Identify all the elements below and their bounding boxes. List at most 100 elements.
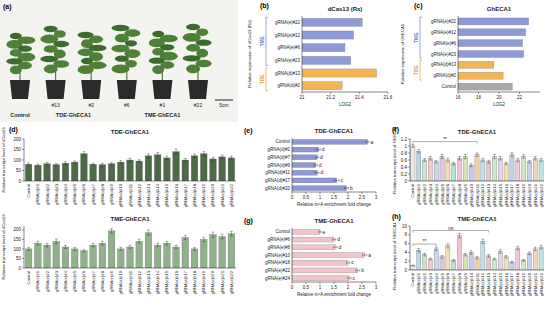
error-bar (476, 153, 479, 157)
y-tick (408, 270, 410, 271)
y-tick-label: gRNA(e)#23 (275, 58, 301, 63)
significance-label: ** (423, 238, 427, 244)
x-tick-label: gRNA(e)#5 (440, 272, 445, 294)
bar (210, 159, 217, 181)
x-tick (320, 282, 321, 284)
x-tick-label: gRNA(d)#20 (210, 183, 215, 207)
x-tick-label: 16 (455, 95, 461, 100)
y-tick-label: 10 (402, 224, 408, 229)
y-tick-label: gRNA(e)#22 (275, 20, 301, 25)
x-tick-label: 21.6 (384, 95, 393, 100)
x-tick-label: gRNA(d)#1 (35, 183, 40, 205)
y-tick (408, 181, 410, 182)
x-tick-label: gRNA(d)#13 (146, 183, 151, 207)
bar (504, 164, 508, 182)
photo: #13#2#6#1#22ControlTDE-GhECA1TME-GhECA15… (0, 0, 238, 122)
bar (452, 260, 456, 270)
panel-label: (d) (9, 126, 18, 134)
error-bar (119, 247, 122, 250)
x-tick-label: 1.5 (331, 195, 338, 200)
pot (81, 80, 101, 99)
bar (411, 146, 415, 181)
group-bracket (266, 17, 268, 65)
error-bar (528, 252, 531, 255)
error-bar (73, 161, 76, 164)
x-tick-label: gRNA(d)#4 (63, 183, 68, 205)
x-tick-label: 1 (319, 285, 322, 290)
marks (25, 149, 234, 181)
x-tick-label: 3 (375, 195, 378, 200)
bar (434, 249, 438, 270)
bar (527, 162, 531, 181)
y-tick (408, 226, 410, 227)
bar (200, 154, 207, 181)
significance-letter: c (351, 259, 354, 265)
bar (446, 246, 450, 270)
y-tick (408, 146, 410, 147)
chart-title: GhECA1 (487, 6, 512, 12)
x-tick-label: gRNA(d)#2 (422, 183, 427, 205)
error-bar (534, 157, 537, 161)
bar (292, 178, 337, 183)
y-tick-label: gRNA(e)#18 (265, 260, 291, 265)
y-tick (22, 258, 24, 259)
error-bar (540, 158, 543, 162)
x-axis (410, 270, 544, 271)
panel-label: (e) (244, 127, 253, 135)
error-bar (101, 163, 104, 166)
significance-bracket (413, 244, 436, 246)
error-bar (511, 261, 514, 263)
x-tick-label: 21.2 (326, 95, 335, 100)
plant-id: #1 (160, 102, 166, 108)
y-tick (408, 174, 410, 175)
x-tick-label: gRNA(e)#17 (509, 272, 514, 296)
y-tick-label: gRNA(e)#6 (277, 45, 300, 50)
error-bar (212, 157, 215, 160)
bar (127, 247, 134, 268)
bar (81, 154, 88, 181)
y-axis-label: Relative transcript level of GhECA1 (392, 126, 397, 194)
x-tick-label: gRNA(e)#9 (463, 272, 468, 294)
error-bar (423, 253, 426, 256)
bar (452, 164, 456, 182)
y-axis (24, 226, 25, 268)
bar (458, 40, 523, 47)
bar (117, 249, 124, 268)
y-tick-label: gRNA(e)#10 (265, 253, 291, 258)
error-bar (441, 154, 444, 158)
x-tick-label: gRNA(e)#4 (434, 272, 439, 294)
error-bar (522, 155, 525, 159)
y-tick-label: gRNA(e)#12 (275, 33, 301, 38)
x-tick-label: gRNA(d)#14 (492, 183, 497, 207)
chart: 050100150200ControlgRNA(e)#1gRNA(e)#2gRN… (1, 214, 236, 294)
plant-leaf (78, 65, 94, 74)
x-tick-label: gRNA(d)#16 (174, 183, 179, 207)
bar (463, 255, 467, 270)
significance-label: ns (448, 225, 454, 231)
error-bar (119, 161, 122, 164)
plant-leaf (112, 64, 130, 73)
y-axis (302, 16, 303, 92)
bar (228, 234, 235, 268)
x-tick-label: gRNA(e)#15 (164, 270, 169, 294)
x-tick-label: gRNA(e)#17 (183, 270, 188, 294)
bar (492, 157, 496, 182)
error-bar (36, 241, 39, 245)
bar (35, 165, 42, 181)
bar (44, 164, 51, 181)
x-tick-label: 18 (476, 95, 482, 100)
bar (428, 158, 432, 181)
group-label: TME (259, 35, 265, 46)
pot (10, 80, 30, 99)
bar (53, 165, 60, 181)
y-axis-label: Relative transcript level of dCas13 (1, 214, 6, 280)
bar (434, 162, 438, 181)
bar (475, 155, 479, 181)
error-bar (165, 156, 168, 159)
x-tick-label: gRNA(e)#10 (469, 272, 474, 296)
error-bar (464, 253, 467, 256)
x-tick-label: gRNA(e)#13 (146, 270, 151, 294)
plant-leaf (186, 24, 200, 30)
error-bar (83, 152, 86, 156)
bar (527, 253, 531, 270)
